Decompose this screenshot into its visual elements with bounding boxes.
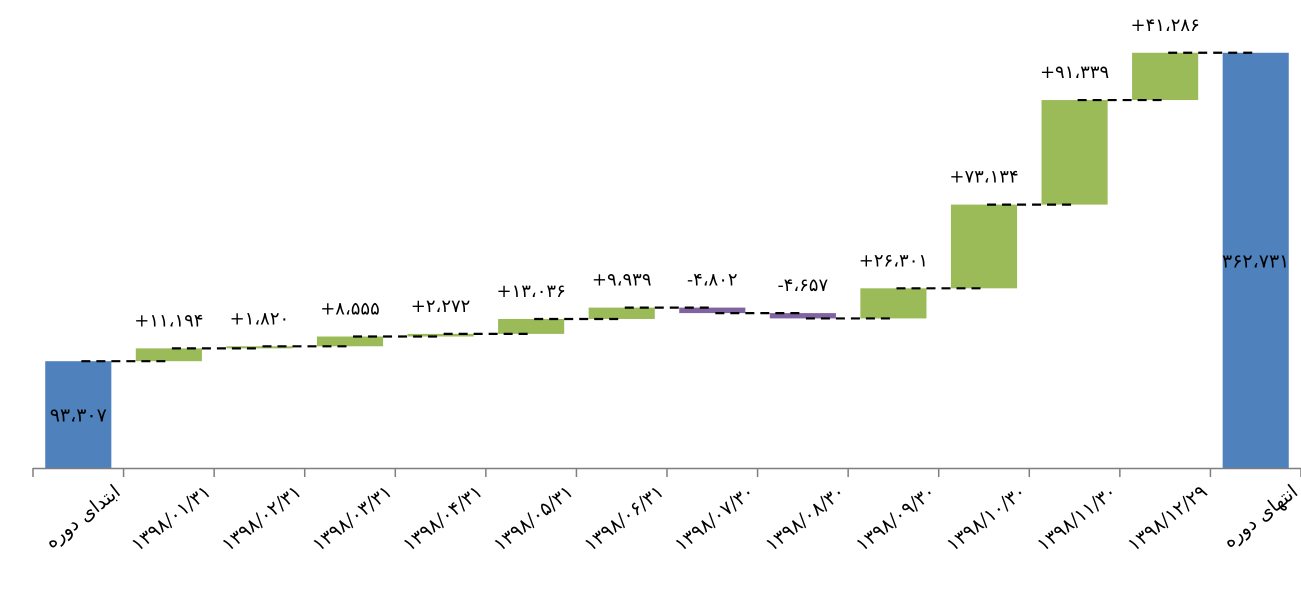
data-label-9: +۲۶،۳۰۱ — [859, 250, 928, 271]
x-tick-label-1: ۱۳۹۸/۰۱/۳۱ — [127, 481, 215, 556]
data-label-11: +۹۱،۳۳۹ — [1040, 62, 1109, 83]
x-axis — [32, 467, 1301, 477]
bar-4 — [407, 333, 474, 337]
bar-7 — [679, 307, 746, 314]
x-tick-label-12: ۱۳۹۸/۱۲/۲۹ — [1124, 481, 1212, 556]
bar-3 — [316, 336, 384, 347]
x-tick-label-11: ۱۳۹۸/۱۱/۳۰ — [1033, 481, 1121, 556]
x-tick-label-8: ۱۳۹۸/۰۸/۳۰ — [761, 481, 849, 556]
x-tick-label-0: ابتدای دوره — [41, 481, 125, 553]
bars-layer — [45, 52, 1289, 468]
data-labels-layer: ۹۳،۳۰۷ +۱۱،۱۹۴ +۱،۸۲۰ +۸،۵۵۵ +۲،۲۷۲ +۱۳،۰۳۶ +۹… — [50, 15, 1290, 427]
x-tick-label-7: ۱۳۹۸/۰۷/۳۰ — [671, 481, 759, 556]
data-label-5: +۱۳،۰۳۶ — [497, 281, 566, 302]
bar-9 — [860, 288, 927, 319]
x-tick-label-6: ۱۳۹۸/۰۶/۳۱ — [580, 481, 668, 556]
bar-1 — [135, 348, 202, 362]
data-label-7: -۴،۸۰۲ — [687, 270, 738, 291]
x-tick-label-2: ۱۳۹۸/۰۲/۳۱ — [218, 481, 306, 556]
x-tick-label-3: ۱۳۹۸/۰۳/۳۱ — [308, 481, 396, 556]
bar-11 — [1041, 100, 1108, 205]
x-tick-label-9: ۱۳۹۸/۰۹/۳۰ — [852, 481, 940, 556]
x-tick-label-5: ۱۳۹۸/۰۵/۳۱ — [490, 481, 578, 556]
bar-8 — [769, 313, 836, 319]
x-tick-label-10: ۱۳۹۸/۱۰/۳۰ — [942, 481, 1030, 556]
bar-13 — [1222, 52, 1289, 468]
bar-2 — [226, 346, 293, 349]
data-label-3: +۸،۵۵۵ — [320, 298, 380, 319]
data-label-6: +۹،۹۳۹ — [592, 270, 652, 291]
data-label-10: +۷۳،۱۳۴ — [949, 167, 1018, 188]
tick-labels-layer: ابتدای دوره ۱۳۹۸/۰۱/۳۱ ۱۳۹۸/۰۲/۳۱ ۱۳۹۸/۰۳/۳… — [41, 481, 1301, 556]
bar-6 — [588, 307, 655, 319]
x-tick-label-4: ۱۳۹۸/۰۴/۳۱ — [399, 481, 487, 556]
data-label-8: -۴،۶۵۷ — [778, 275, 829, 296]
bar-12 — [1132, 52, 1199, 101]
data-label-13: ۳۶۲،۷۳۱ — [1222, 250, 1289, 272]
x-tick-label-13: انتهای دوره — [1219, 481, 1301, 553]
data-label-1: +۱۱،۱۹۴ — [134, 310, 203, 331]
data-label-12: +۴۱،۲۸۶ — [1131, 15, 1200, 36]
data-label-2: +۱،۸۲۰ — [230, 308, 290, 329]
data-label-4: +۲،۲۷۲ — [411, 296, 471, 317]
data-label-0: ۹۳،۳۰۷ — [50, 405, 107, 427]
bar-0 — [45, 361, 112, 468]
bar-10 — [950, 204, 1018, 289]
bar-5 — [498, 318, 565, 334]
